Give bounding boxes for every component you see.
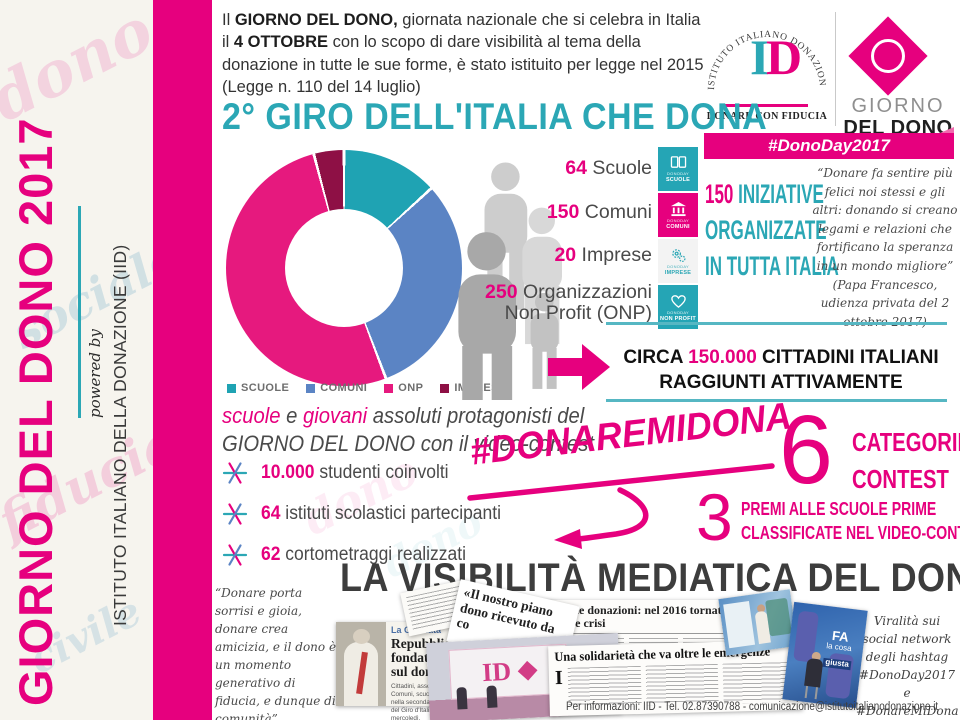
intro-paragraph: Il GIORNO DEL DONO, giornata nazionale c… (222, 11, 704, 97)
star-bullet-icon (222, 543, 248, 566)
prizes-label: PREMI ALLE SCUOLE PRIME CLASSIFICATE NEL… (741, 499, 960, 543)
bullet-istituti: 64 istituti scolastici partecipanti (222, 500, 522, 527)
sidebar-divider-line (78, 206, 81, 418)
tv-screenshot-studio (718, 589, 798, 656)
sidebar-magenta-bar (153, 0, 212, 720)
tv-screenshot-fa-la-cosa-giusta: FA la cosa giusta (782, 601, 868, 709)
stat-imprese: 20 Imprese (554, 244, 652, 266)
newsprint-lines (645, 663, 719, 706)
iid-logo-underline (724, 104, 808, 107)
sidebar-title: GIORNO DEL DONO 2017 (9, 117, 62, 707)
legend-item-onp: ONP (384, 382, 423, 394)
stat-onp: 250 Organizzazioni Non Profit (ONP) (485, 281, 652, 324)
banner-fold (940, 127, 954, 133)
pope-photo (336, 622, 386, 706)
legend-swatch (384, 383, 394, 393)
hashtag-underline-arrow-icon (467, 463, 775, 549)
drop-cap: I (554, 666, 564, 690)
clip-body: Cittadini, associazioni, Comuni, scuole … (391, 682, 464, 720)
badge-imprese: DONODAY IMPRESE (658, 239, 698, 283)
iid-logo-letter-i: I (750, 29, 770, 85)
donut-chart (226, 150, 462, 386)
stat-comuni: 150 Comuni (546, 201, 652, 223)
legend-swatch (306, 383, 316, 393)
legend-swatch (227, 383, 236, 393)
gears-icon (671, 248, 686, 262)
donoday-badge-strip: DONODAY SCUOLE DONODAY COMUNI DONODAY IM… (658, 147, 698, 331)
iniziative-block: 150 INIZIATIVE ORGANIZZATE IN TUTTA ITAL… (705, 179, 839, 281)
donoday-banner: #DonoDay2017 (704, 133, 954, 159)
legend-item-comuni: COMUNI (306, 382, 367, 394)
teal-divider-top (606, 322, 947, 325)
logo-divider (835, 12, 836, 126)
contest-categories-label: CATEGORIE CONTEST (852, 427, 960, 494)
teal-divider-bottom (606, 399, 947, 402)
bullet-studenti: 10.000 studenti coinvolti (222, 459, 522, 486)
stat-scuole: 64 Scuole (565, 157, 652, 179)
footer-contact-info: Per informazioni: IID - Tel. 02.87390788… (566, 701, 939, 713)
intro-bold-date: 4 OTTOBRE (233, 33, 329, 52)
badge-non-profit: DONODAY NON PROFIT (658, 285, 698, 329)
family-silhouettes-icon (458, 162, 562, 400)
logo-block: ISTITUTO ITALIANO DONAZIONE I D DONARE C… (704, 4, 954, 159)
book-icon (670, 156, 686, 168)
video-contest-stats: 10.000 studenti coinvolti 64 istituti sc… (222, 459, 522, 582)
star-bullet-icon (222, 461, 248, 484)
newspaper-clip-la-giornata: La Giornata Repubblica fondata sul dono … (336, 622, 469, 720)
protagonists-statement: scuole e giovani assoluti protagonisti d… (222, 403, 594, 456)
participation-stats: 64 Scuole 150 Comuni 20 Imprese 250 Orga… (440, 150, 652, 324)
tv-graphic (765, 597, 792, 637)
bullet-cortometraggi: 62 cortometraggi realizzati (222, 541, 522, 568)
star-bullet-icon (222, 502, 248, 525)
pope-francis-quote: “Donare fa sentire più felici noi stessi… (812, 166, 958, 329)
tv-caption-panel (723, 601, 756, 649)
iid-tagline: DONARE CON FIDUCIA (706, 111, 828, 122)
powered-by-label: powered by (86, 329, 104, 418)
organization-name: ISTITUTO ITALIANO DELLA DONAZIONE (IID) (110, 244, 130, 626)
virality-note: Viralità sui social network degli hashta… (856, 614, 959, 718)
town-hall-icon (670, 201, 686, 216)
tv-guest (804, 657, 824, 688)
mattarella-quote: “Donare porta sorrisi e gioia, donare cr… (215, 586, 337, 720)
legend-item-scuole: SCUOLE (227, 382, 289, 394)
page-title: 2° GIRO DELL'ITALIA CHE DONA (222, 96, 768, 137)
legend-swatch (440, 383, 450, 393)
iid-logo-letter-d: D (766, 29, 803, 85)
heart-icon (670, 294, 686, 308)
intro-bold-giorno: GIORNO DEL DONO, (234, 11, 398, 29)
giorno-del-dono-diamond-icon (848, 16, 928, 96)
reach-statement: CIRCA 150.000 CITTADINI ITALIANI RAGGIUN… (623, 347, 939, 393)
prizes-number-3: 3 (696, 480, 733, 554)
donut-hole (285, 209, 403, 327)
giorno-del-dono-wordmark: GIORNO DEL DONO (843, 95, 953, 139)
audience-figure (486, 685, 498, 708)
stage-diamond-logo (518, 660, 538, 681)
badge-scuole: DONODAY SCUOLE (658, 147, 698, 191)
right-arrow-icon (548, 344, 610, 390)
badge-comuni: DONODAY COMUNI (658, 193, 698, 237)
stool (804, 685, 819, 700)
iid-curved-logo: ISTITUTO ITALIANO DONAZIONE (704, 6, 826, 90)
contest-number-6: 6 (779, 395, 833, 504)
audience-figure (456, 687, 468, 710)
